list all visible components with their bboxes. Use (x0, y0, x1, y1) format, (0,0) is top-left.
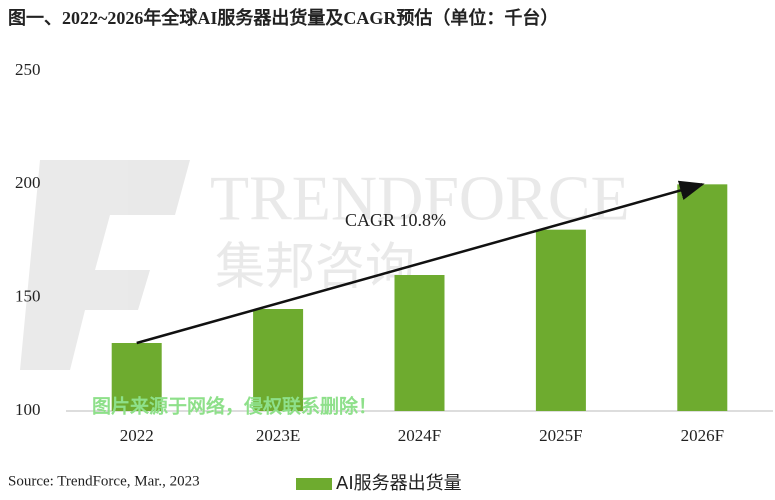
legend-swatch (296, 478, 332, 490)
y-tick-label: 150 (15, 287, 41, 306)
chart-title: 图一、2022~2026年全球AI服务器出货量及CAGR预估（单位：千台） (8, 7, 558, 28)
x-tick-label: 2026F (681, 426, 724, 445)
notice: 图片来源于网络，侵权联系删除！ (92, 395, 377, 418)
bar (253, 309, 304, 411)
bar (111, 343, 162, 411)
legend-label: AI服务器出货量 (336, 473, 462, 494)
y-tick-label: 200 (15, 173, 41, 192)
x-tick-label: 2025F (539, 426, 582, 445)
watermark-text: TRENDFORCE (210, 163, 630, 234)
x-tick-label: 2024F (398, 426, 441, 445)
bar (394, 275, 445, 411)
source: Source: TrendForce, Mar., 2023 (8, 473, 200, 489)
y-tick-label: 250 (15, 60, 41, 79)
bar (677, 184, 728, 411)
x-tick-label: 2023E (256, 426, 300, 445)
watermark-cn: 集邦咨询 (215, 238, 415, 296)
y-tick-label: 100 (15, 400, 41, 419)
cagr-arrow (136, 180, 705, 345)
watermark: TRENDFORCE 集邦咨询 (20, 160, 630, 370)
x-tick-label: 2022 (120, 426, 154, 445)
cagr-label: CAGR 10.8% (345, 210, 446, 230)
bar (535, 229, 586, 411)
